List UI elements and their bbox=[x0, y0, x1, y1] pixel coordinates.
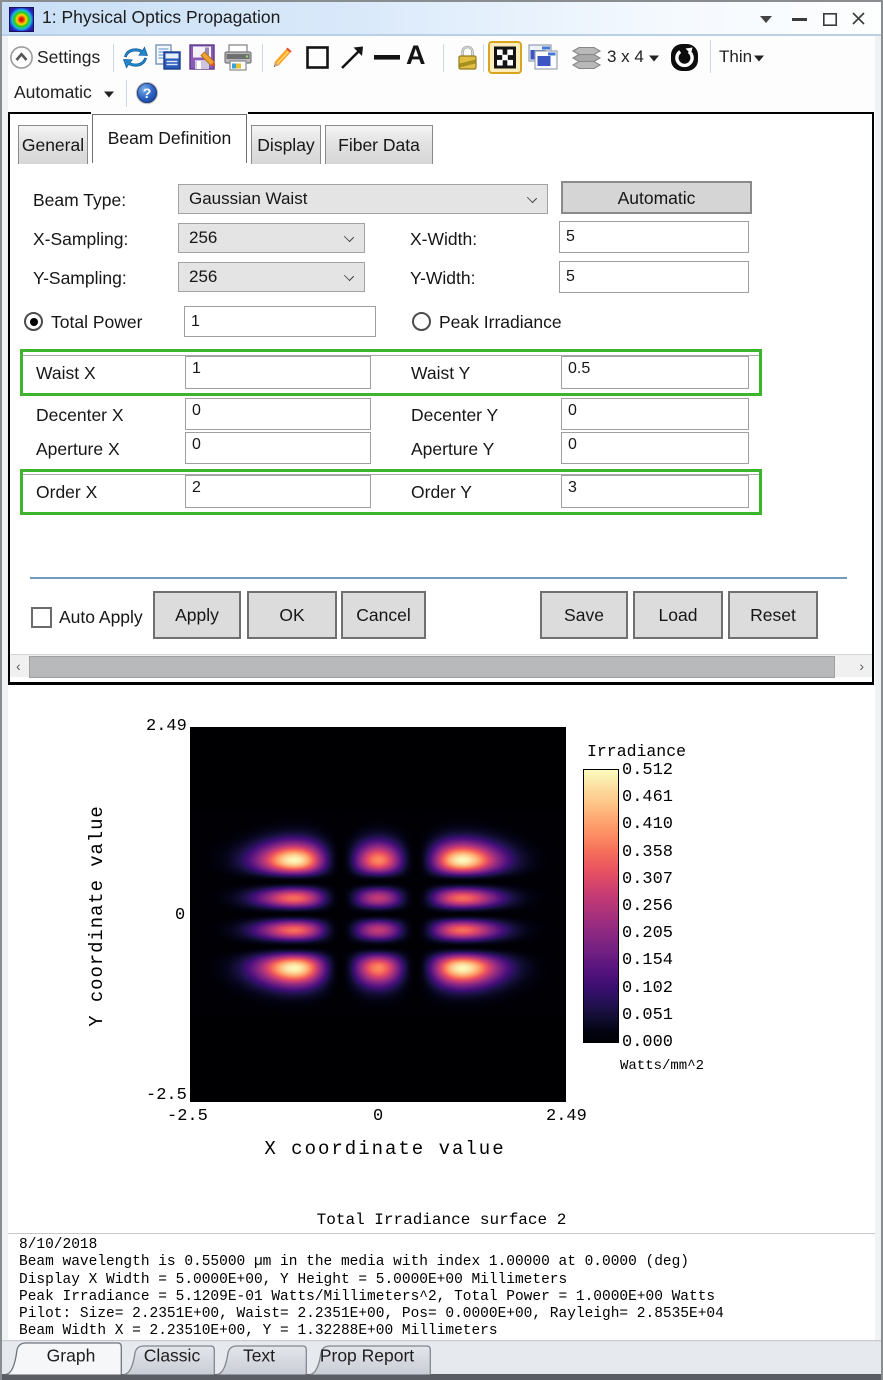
svg-text:?: ? bbox=[143, 85, 152, 101]
svg-text:Graph: Graph bbox=[47, 1346, 96, 1366]
svg-text:Prop Report: Prop Report bbox=[320, 1346, 414, 1366]
svg-text:Classic: Classic bbox=[144, 1346, 201, 1366]
svg-text:Text: Text bbox=[243, 1346, 275, 1366]
